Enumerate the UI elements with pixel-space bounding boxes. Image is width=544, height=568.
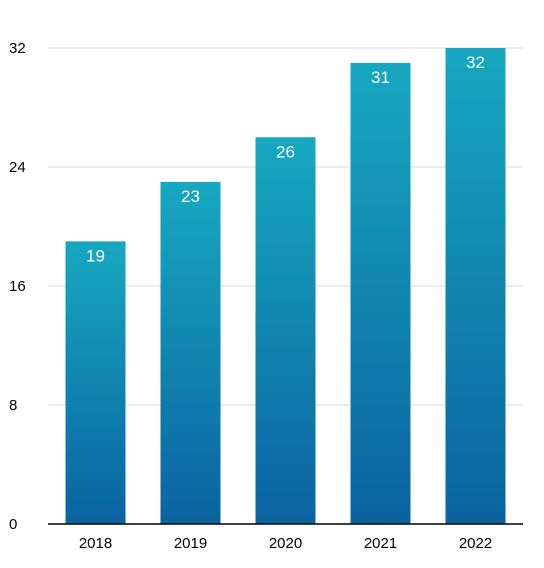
bar <box>445 48 506 524</box>
value-labels: 19 23 26 31 32 <box>86 53 485 265</box>
y-tick-label: 32 <box>9 40 26 57</box>
bar-value-label: 19 <box>86 246 105 265</box>
bar-value-label: 23 <box>181 187 200 206</box>
bar-value-label: 26 <box>276 142 295 161</box>
x-tick-label: 2020 <box>269 535 302 552</box>
bar-value-label: 31 <box>371 68 390 87</box>
x-tick-label: 2019 <box>174 535 207 552</box>
bars <box>65 48 506 524</box>
bar <box>65 241 126 524</box>
y-axis-ticks: 0 8 16 24 32 <box>9 40 26 533</box>
x-tick-label: 2021 <box>364 535 397 552</box>
y-tick-label: 0 <box>9 516 17 533</box>
bar <box>350 62 411 524</box>
y-tick-label: 24 <box>9 159 26 176</box>
x-axis-ticks: 2018 2019 2020 2021 2022 <box>79 535 492 552</box>
x-tick-label: 2022 <box>459 535 492 552</box>
bar-value-label: 32 <box>466 53 485 72</box>
x-tick-label: 2018 <box>79 535 112 552</box>
y-tick-label: 8 <box>9 397 17 414</box>
y-tick-label: 16 <box>9 278 26 295</box>
bar <box>255 137 316 524</box>
bar <box>160 181 221 524</box>
